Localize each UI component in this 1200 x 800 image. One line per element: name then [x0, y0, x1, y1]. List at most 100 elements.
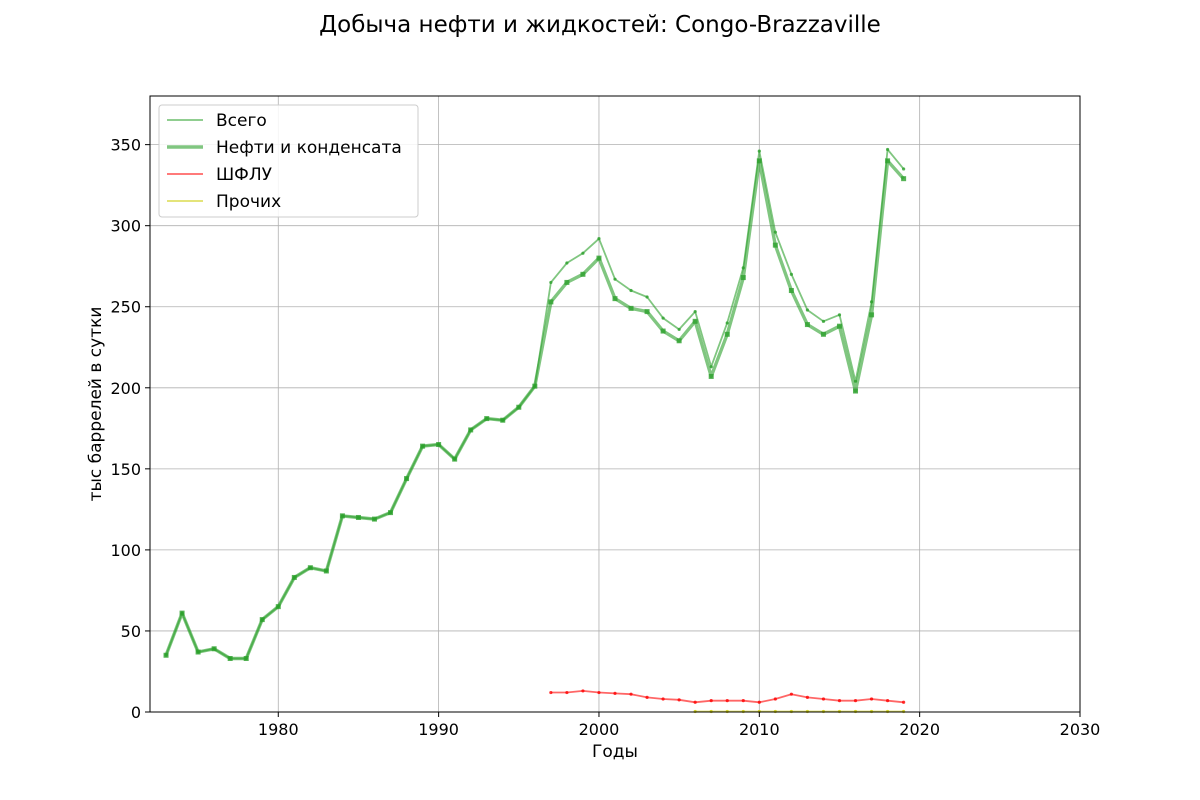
data-point: [756, 158, 762, 164]
data-point: [902, 167, 906, 171]
data-point: [789, 272, 793, 276]
data-point: [500, 417, 506, 423]
data-point: [371, 516, 377, 522]
data-point: [436, 442, 442, 448]
data-point: [548, 299, 554, 305]
data-point: [275, 604, 281, 610]
data-point: [660, 328, 666, 334]
data-point: [581, 251, 585, 255]
data-point: [725, 321, 729, 325]
x-tick-label: 1990: [418, 720, 459, 739]
data-point: [693, 700, 697, 704]
legend-label: Всего: [216, 111, 267, 131]
series-group: [549, 689, 906, 704]
data-point: [597, 237, 601, 241]
x-tick-label: 1980: [258, 720, 299, 739]
data-point: [564, 279, 570, 285]
data-point: [211, 646, 217, 652]
data-point: [885, 147, 890, 152]
data-point: [837, 313, 842, 317]
data-point: [549, 280, 553, 285]
data-point: [565, 690, 569, 695]
data-point: [885, 158, 891, 164]
grid-layer: [150, 96, 1080, 712]
data-point: [773, 697, 777, 701]
data-point: [565, 261, 569, 265]
data-point: [629, 692, 633, 696]
data-point: [516, 404, 522, 410]
series-group: [164, 147, 906, 661]
data-point: [693, 310, 697, 314]
data-point: [597, 690, 601, 695]
y-tick-label: 100: [110, 541, 141, 560]
data-point: [885, 699, 890, 703]
data-point: [307, 565, 313, 571]
legend-label: ШФЛУ: [216, 165, 273, 185]
data-point: [724, 331, 730, 337]
y-tick-label: 300: [110, 217, 141, 236]
data-point: [837, 699, 842, 703]
chart-title: Добыча нефти и жидкостей: Congo-Brazzavi…: [319, 12, 881, 38]
data-point: [772, 242, 778, 248]
y-tick-label: 0: [131, 703, 141, 722]
data-point: [195, 649, 201, 655]
data-point: [805, 695, 810, 700]
data-point: [676, 338, 682, 344]
data-point: [853, 388, 859, 394]
series-layer: [163, 147, 907, 714]
x-tick-label: 2000: [579, 720, 620, 739]
series-group: [163, 158, 907, 662]
legend-label: Нефти и конденсата: [216, 138, 402, 158]
data-point: [612, 296, 618, 302]
data-point: [901, 176, 907, 182]
ticks-layer: 1980 1990 2000 2010 2020 2030 0 50 100 150 200 250 3…: [110, 136, 1100, 739]
data-point: [740, 275, 746, 281]
data-point: [163, 652, 169, 658]
x-tick-label: 2010: [739, 720, 780, 739]
series-line: [164, 159, 905, 661]
data-point: [581, 689, 585, 693]
data-point: [821, 319, 826, 323]
data-point: [788, 288, 794, 294]
data-point: [677, 327, 681, 332]
data-point: [661, 316, 665, 320]
legend-label: Прочих: [216, 192, 281, 212]
data-point: [757, 700, 761, 704]
plot-frame: [149, 95, 1081, 713]
data-point: [692, 318, 698, 324]
data-point: [757, 149, 761, 153]
data-point: [821, 697, 826, 701]
legend-box: [158, 104, 419, 218]
data-point: [661, 697, 665, 701]
data-point: [420, 443, 426, 449]
data-point: [902, 700, 906, 704]
data-point: [404, 476, 410, 482]
x-tick-label: 2020: [899, 720, 940, 739]
data-point: [805, 308, 810, 312]
data-point: [869, 312, 875, 318]
data-point: [259, 617, 265, 623]
data-point: [709, 699, 713, 703]
y-axis-label: тыс баррелей в сутки: [86, 307, 106, 502]
data-point: [388, 510, 394, 516]
y-tick-label: 50: [121, 622, 141, 641]
data-point: [227, 656, 233, 662]
data-point: [677, 698, 681, 702]
data-point: [532, 383, 538, 389]
y-tick-label: 250: [110, 298, 141, 317]
data-point: [291, 574, 297, 580]
y-tick-label: 150: [110, 460, 141, 479]
data-point: [580, 271, 586, 277]
data-point: [836, 323, 842, 329]
data-point: [869, 697, 874, 701]
data-point: [613, 277, 617, 281]
data-point: [629, 288, 633, 293]
legend: Всего Нефти и конденсата ШФЛУ Прочих: [158, 104, 419, 218]
data-point: [741, 699, 745, 703]
data-point: [484, 416, 490, 422]
x-axis-label: Годы: [592, 742, 638, 762]
data-point: [645, 695, 649, 700]
data-point: [709, 365, 713, 369]
data-point: [820, 331, 826, 337]
